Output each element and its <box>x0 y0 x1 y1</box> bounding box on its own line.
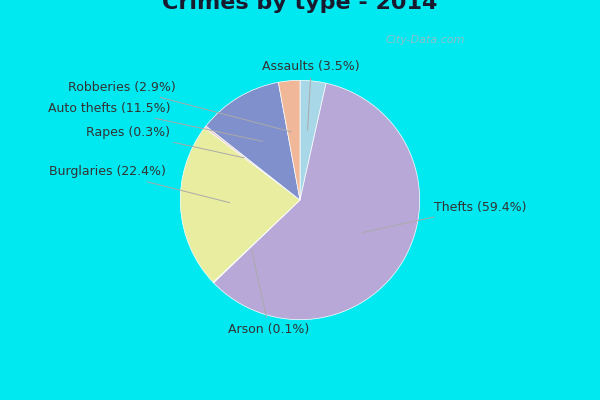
Text: Robberies (2.9%): Robberies (2.9%) <box>68 81 292 132</box>
Wedge shape <box>213 200 300 283</box>
Text: Auto thefts (11.5%): Auto thefts (11.5%) <box>48 102 263 141</box>
Text: Rapes (0.3%): Rapes (0.3%) <box>86 126 244 158</box>
Text: Burglaries (22.4%): Burglaries (22.4%) <box>49 165 230 203</box>
Title: Crimes by type - 2014: Crimes by type - 2014 <box>163 0 437 13</box>
Wedge shape <box>205 126 300 200</box>
Wedge shape <box>278 80 300 200</box>
Text: Arson (0.1%): Arson (0.1%) <box>229 249 310 336</box>
Wedge shape <box>214 83 419 320</box>
Wedge shape <box>300 80 326 200</box>
Text: Assaults (3.5%): Assaults (3.5%) <box>262 60 360 130</box>
Text: Thefts (59.4%): Thefts (59.4%) <box>362 200 526 233</box>
Wedge shape <box>181 128 300 282</box>
Text: City-Data.com: City-Data.com <box>386 34 466 44</box>
Wedge shape <box>206 82 300 200</box>
